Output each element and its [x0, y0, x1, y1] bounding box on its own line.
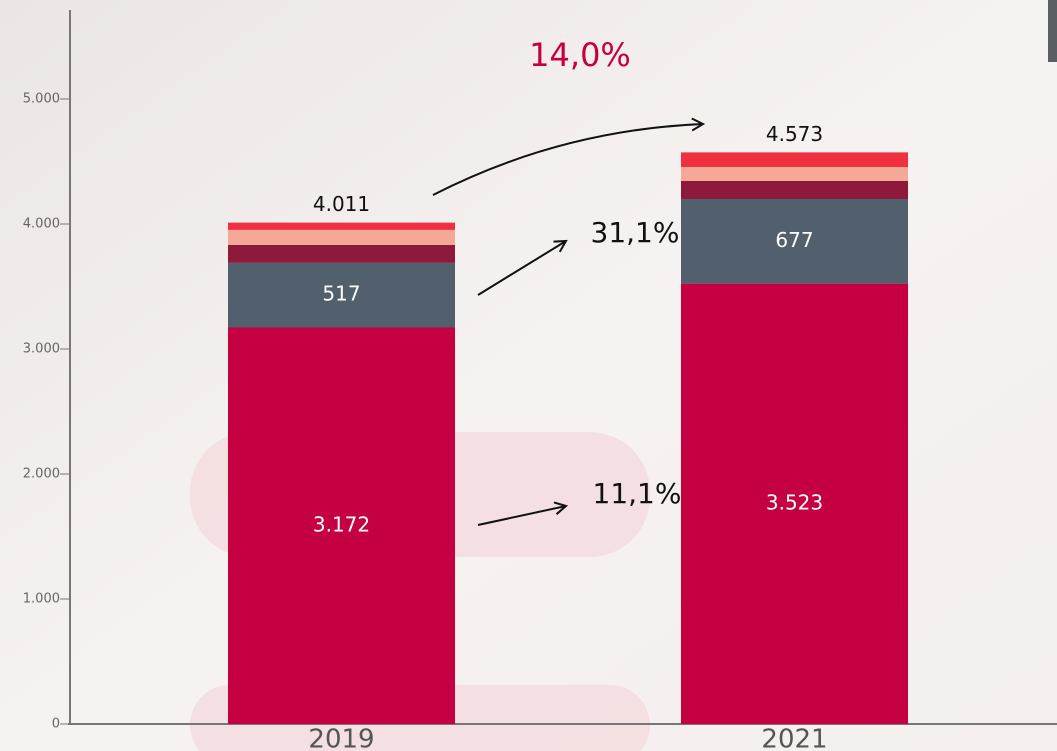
corner-block	[1048, 0, 1057, 62]
bar-segment	[228, 230, 455, 245]
bar-segment	[681, 167, 908, 181]
y-tick-label: 4.000	[23, 217, 60, 232]
y-tick-label: 5.000	[23, 92, 60, 107]
annotation: 11,1%	[593, 477, 682, 510]
data-label: 3.523	[766, 490, 823, 514]
y-tick-label: 3.000	[23, 342, 60, 357]
data-label: 517	[322, 282, 360, 306]
bar-segment	[681, 152, 908, 167]
bar-segment	[681, 181, 908, 199]
annotation: 31,1%	[591, 216, 680, 249]
bar-segment	[228, 223, 455, 230]
y-tick-label: 2.000	[23, 467, 60, 482]
y-tick-label: 0	[52, 717, 60, 732]
data-label: 677	[775, 228, 813, 252]
x-tick-label: 2021	[761, 725, 827, 751]
x-tick-label: 2019	[308, 725, 374, 751]
annotation: 14,0%	[529, 36, 631, 74]
bar-segment	[228, 245, 455, 263]
total-label: 4.573	[766, 122, 823, 146]
chart: 0 1.000 2.000 3.000 4.000 5.000 2019 3.172 517 4.…	[0, 0, 1057, 751]
total-label: 4.011	[313, 192, 370, 216]
y-tick-label: 1.000	[23, 592, 60, 607]
data-label: 3.172	[313, 512, 370, 536]
